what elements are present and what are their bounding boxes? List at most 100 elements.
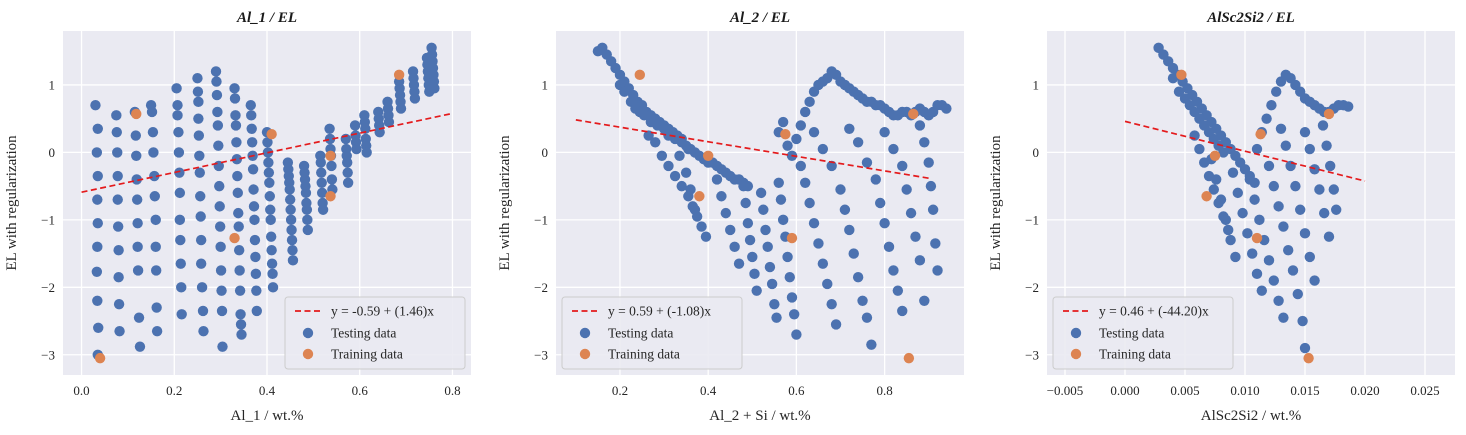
testing-data-point [848, 248, 859, 259]
testing-data-point [173, 126, 184, 138]
testing-data-point [374, 126, 385, 138]
panel-al2: Al_2 / EL Al_2 + Si / wt.% EL with regul… [497, 10, 964, 424]
testing-data-point [151, 302, 162, 313]
testing-data-point [265, 204, 276, 215]
training-data-point [325, 191, 336, 202]
testing-data-point [775, 194, 787, 205]
testing-data-point [133, 312, 145, 323]
training-data-point [786, 232, 798, 244]
x-tick-label: 0.010 [1230, 383, 1259, 398]
testing-data-point [193, 96, 204, 108]
testing-data-point [266, 245, 277, 256]
testing-data-point [216, 305, 228, 317]
testing-data-point [676, 180, 687, 192]
testing-data-point [429, 83, 440, 94]
testing-data-point [905, 207, 917, 219]
testing-data-point [197, 305, 209, 317]
testing-data-point [788, 309, 800, 320]
testing-data-point [349, 120, 361, 131]
testing-data-point [264, 177, 275, 188]
testing-data-point [232, 170, 243, 182]
y-tick-label: −2 [1025, 280, 1039, 295]
testing-data-point [777, 214, 789, 226]
testing-data-point [266, 258, 278, 269]
testing-data-point [176, 282, 187, 293]
testing-data-point [914, 255, 926, 266]
testing-data-point [813, 238, 824, 249]
testing-data-point [342, 157, 353, 168]
testing-data-point [897, 160, 908, 172]
testing-data-point [112, 194, 123, 205]
testing-data-point [234, 285, 246, 296]
testing-data-point [172, 110, 183, 121]
testing-data-point [696, 221, 707, 232]
testing-data-point [861, 312, 873, 323]
testing-data-point [720, 207, 732, 219]
testing-data-point [1249, 194, 1260, 205]
legend-marker [302, 327, 314, 339]
testing-data-point [132, 218, 143, 229]
x-tick-label: 0.025 [1410, 383, 1439, 398]
testing-data-point [1278, 221, 1289, 232]
testing-data-point [131, 174, 142, 185]
testing-data-point [751, 285, 762, 296]
testing-data-point [923, 157, 934, 168]
testing-data-point [1325, 160, 1336, 172]
training-data-point [1209, 150, 1221, 161]
testing-data-point [749, 268, 760, 280]
testing-data-point [729, 241, 740, 253]
testing-data-point [229, 83, 240, 94]
testing-data-point [639, 110, 650, 121]
testing-data-series [592, 42, 952, 350]
y-tick-label: −1 [534, 212, 548, 227]
testing-data-point [111, 126, 122, 138]
training-data-point [903, 352, 915, 364]
testing-data-point [302, 214, 313, 226]
testing-data-point [112, 170, 123, 182]
testing-data-point [147, 126, 159, 138]
testing-data-point [233, 221, 244, 232]
testing-data-point [131, 150, 142, 161]
testing-data-point [742, 218, 754, 229]
testing-data-point [795, 160, 806, 172]
x-tick-label: 0.4 [700, 383, 717, 398]
legend-marker [302, 348, 314, 360]
training-data-point [94, 352, 106, 364]
x-axis-label: Al_2 + Si / wt.% [709, 408, 810, 424]
testing-data-point [1223, 224, 1234, 236]
training-data-point [1251, 232, 1263, 244]
legend-label: Training data [608, 347, 680, 362]
testing-data-point [1297, 315, 1308, 327]
testing-data-point [1304, 251, 1316, 263]
testing-data-point [888, 265, 899, 276]
testing-data-point [683, 143, 694, 155]
testing-data-point [766, 278, 778, 290]
training-data-point [908, 108, 919, 120]
testing-data-point [685, 184, 696, 195]
testing-data-point [901, 184, 912, 195]
testing-data-point [830, 319, 842, 330]
testing-data-point [91, 147, 103, 158]
testing-data-point [112, 221, 124, 232]
testing-data-point [214, 221, 226, 232]
y-tick-label: −3 [41, 347, 55, 362]
testing-data-point [669, 170, 681, 182]
testing-data-point [131, 194, 143, 205]
testing-data-point [91, 266, 103, 277]
testing-data-point [1251, 268, 1263, 280]
testing-data-point [174, 187, 186, 199]
testing-data-point [193, 130, 205, 141]
testing-data-point [1280, 140, 1292, 151]
testing-data-point [804, 96, 815, 108]
testing-data-point [619, 86, 630, 97]
testing-data-point [1225, 234, 1236, 246]
testing-data-point [1237, 207, 1248, 219]
testing-data-point [213, 140, 224, 151]
testing-data-point [1263, 160, 1275, 172]
legend-marker [579, 327, 591, 339]
training-data-point [325, 150, 336, 161]
x-tick-label: −0.005 [1047, 383, 1084, 398]
testing-data-point [1194, 143, 1205, 155]
legend-marker [579, 348, 591, 360]
testing-data-point [1317, 120, 1329, 131]
